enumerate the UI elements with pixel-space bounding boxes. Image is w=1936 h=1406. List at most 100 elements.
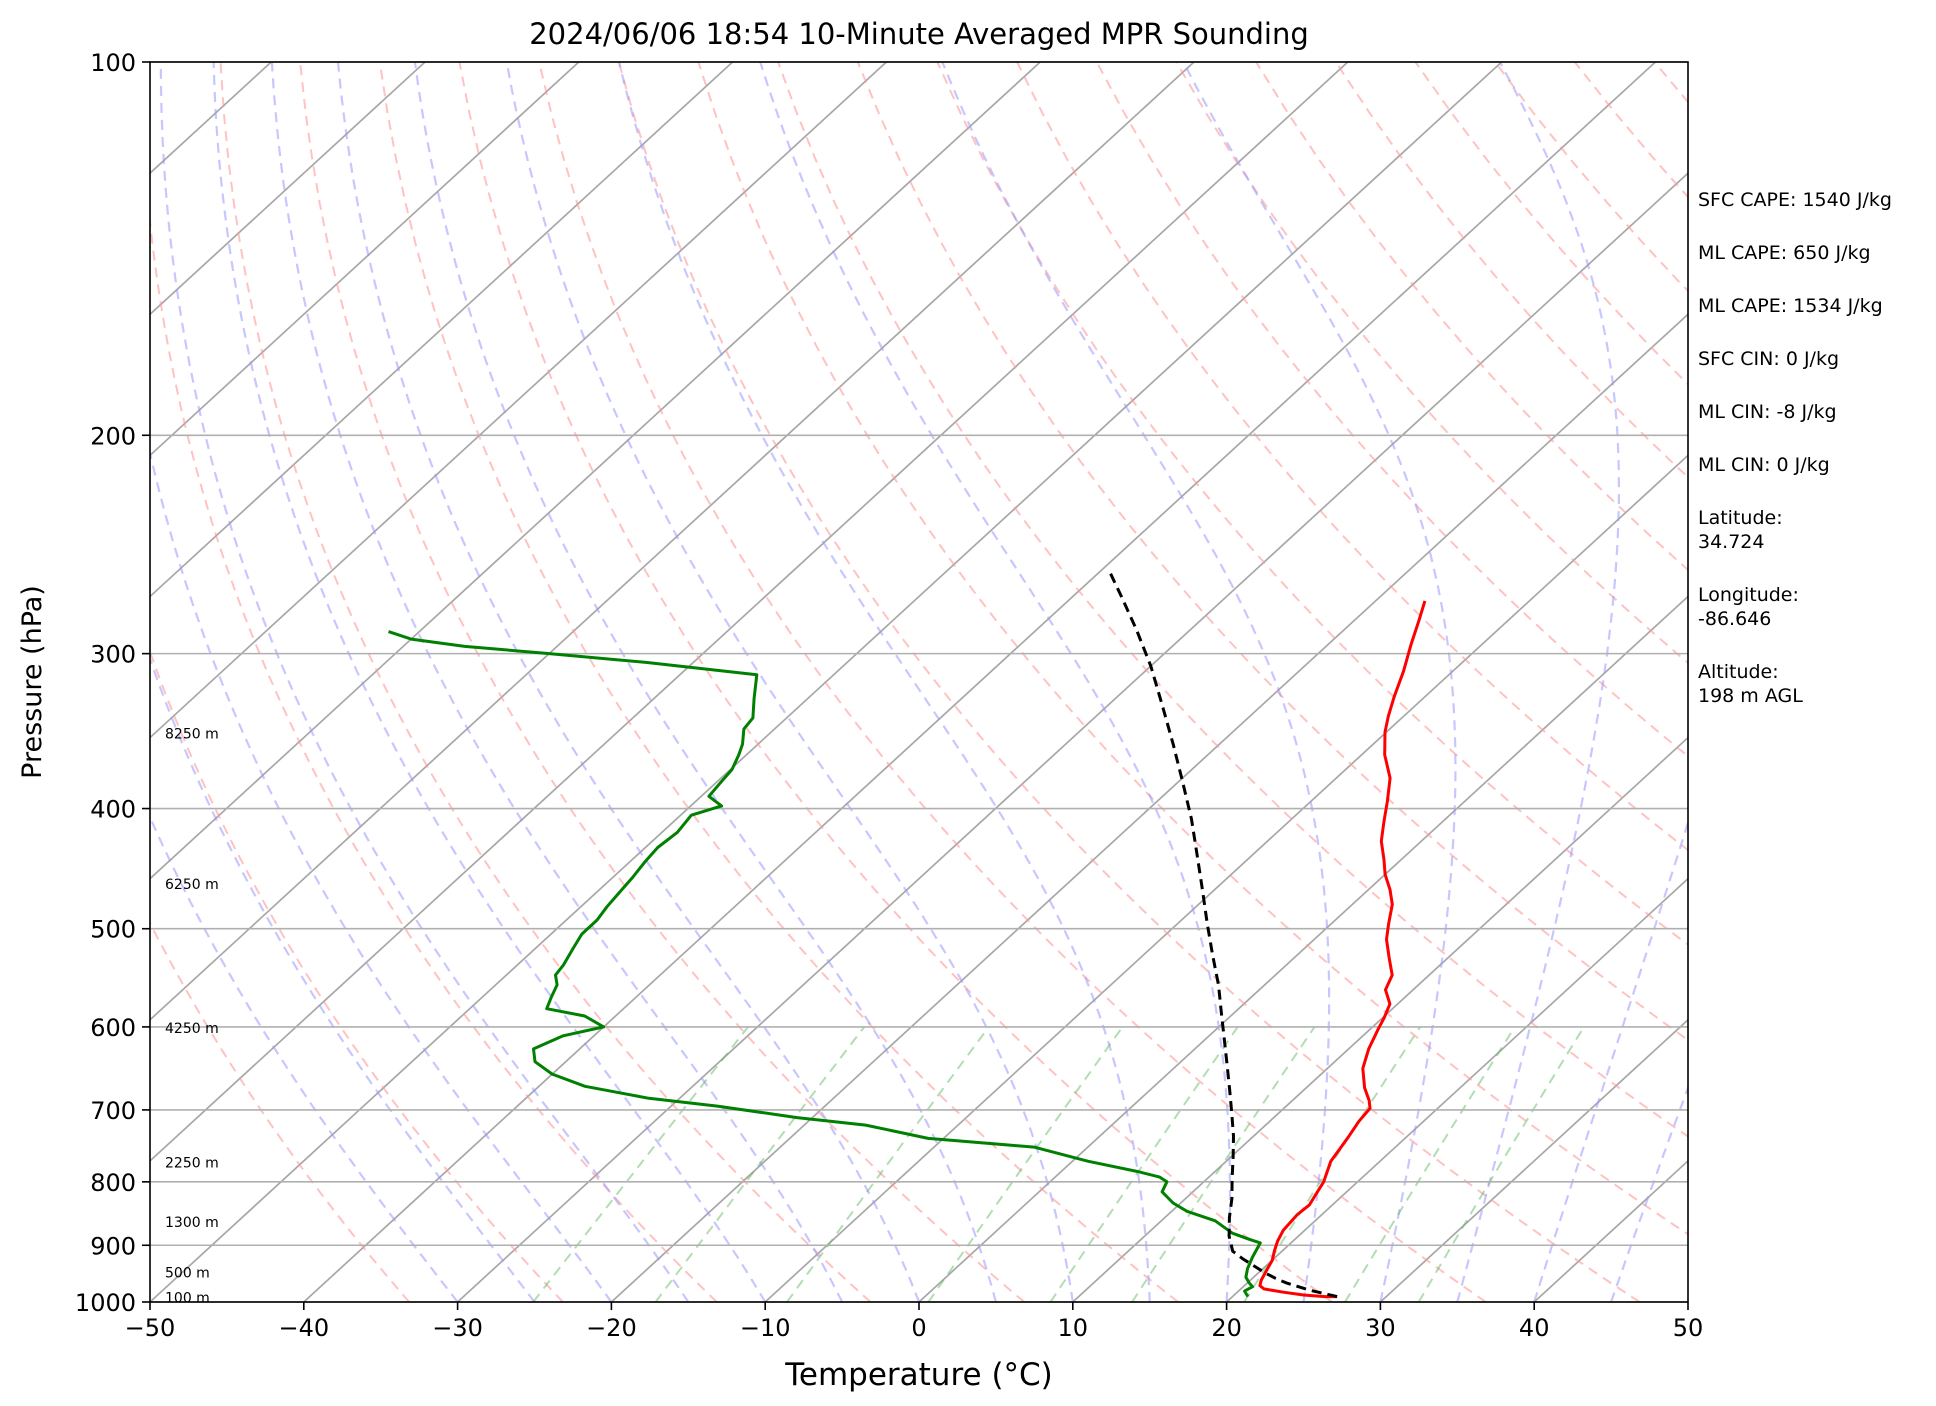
moist-adiabat — [336, 62, 921, 1302]
dry-adiabat — [299, 62, 1026, 1302]
x-tick-label: 10 — [1058, 1314, 1089, 1342]
x-tick-label: 0 — [911, 1314, 926, 1342]
dry-adiabat — [856, 62, 1688, 1042]
isotherm-line — [763, 454, 1688, 1302]
mixing-ratio-line — [1344, 1026, 1516, 1302]
isotherm-line — [150, 62, 734, 598]
temperature-profile — [1258, 600, 1427, 1299]
isotherm-line — [1071, 736, 1688, 1302]
y-tick-label: 500 — [90, 916, 136, 944]
dry-adiabat — [458, 62, 1333, 1302]
chart-title: 2024/06/06 18:54 10-Minute Averaged MPR … — [529, 17, 1309, 51]
dry-adiabat — [777, 62, 1688, 1138]
x-axis: −50 −40 −30 −20 −10 0 10 20 30 40 50 — [125, 1302, 1704, 1342]
dry-adiabat — [150, 920, 410, 1302]
isotherm-line — [150, 62, 1196, 1021]
latitude-label: Latitude: — [1698, 507, 1783, 529]
dry-adiabat — [1095, 62, 1688, 758]
dry-adiabat — [150, 648, 564, 1302]
dewpoint-profile — [388, 630, 1262, 1298]
parcel-path — [1107, 569, 1338, 1299]
mu-cape-value: ML CAPE: 1534 J/kg — [1698, 295, 1883, 317]
mixing-ratio-line — [654, 1026, 866, 1302]
isotherm-line — [150, 62, 1350, 1163]
x-tick-label: −20 — [586, 1314, 637, 1342]
longitude-info: Longitude: -86.646 — [1698, 583, 1928, 631]
y-tick-label: 700 — [90, 1097, 136, 1125]
sounding-profiles — [388, 569, 1427, 1299]
isotherm-line — [917, 595, 1688, 1302]
altitude-label: Altitude: — [1698, 661, 1779, 683]
y-tick-label: 100 — [90, 49, 136, 77]
altitude-info: Altitude: 198 m AGL — [1698, 660, 1928, 708]
moist-adiabat — [505, 62, 1074, 1302]
moist-adiabat — [617, 62, 1151, 1302]
moist-adiabat — [1456, 62, 1621, 1302]
dry-adiabat — [1016, 62, 1688, 852]
moist-adiabat — [150, 655, 536, 1302]
height-label: 4250 m — [165, 1021, 219, 1037]
moist-adiabat — [150, 814, 459, 1302]
height-label: 1300 m — [165, 1215, 219, 1231]
moist-adiabat — [212, 62, 767, 1302]
y-tick-label: 300 — [90, 641, 136, 669]
longitude-label: Longitude: — [1698, 584, 1799, 606]
moist-adiabat — [1182, 62, 1457, 1302]
moist-adiabat — [413, 62, 997, 1302]
mixing-ratio-line — [1049, 1026, 1239, 1302]
ml-cin-value: ML CIN: -8 J/kg — [1698, 401, 1837, 423]
y-tick-label: 200 — [90, 422, 136, 450]
x-axis-label: Temperature (°C) — [784, 1357, 1053, 1393]
moist-adiabat — [1610, 1084, 1688, 1302]
isotherm-line — [150, 62, 1042, 880]
y-axis: 1000 900 800 700 600 500 400 300 200 100 — [75, 49, 150, 1317]
isotherm-line — [1225, 877, 1688, 1302]
mu-cin-value: ML CIN: 0 J/kg — [1698, 454, 1830, 476]
moist-adiabat — [150, 448, 613, 1302]
height-label: 8250 m — [165, 727, 219, 743]
height-label: 6250 m — [165, 877, 219, 893]
altitude-value: 198 m AGL — [1698, 685, 1803, 707]
moist-adiabat — [159, 62, 690, 1302]
x-tick-label: 50 — [1673, 1314, 1704, 1342]
isotherm-line — [302, 62, 1657, 1302]
y-axis-label: Pressure (hPa) — [17, 585, 48, 779]
y-tick-label: 800 — [90, 1169, 136, 1197]
dry-adiabat — [219, 62, 872, 1302]
y-tick-label: 1000 — [75, 1289, 136, 1317]
x-tick-label: −40 — [278, 1314, 329, 1342]
sounding-info-panel: SFC CAPE: 1540 J/kg ML CAPE: 650 J/kg ML… — [1698, 188, 1928, 737]
latitude-info: Latitude: 34.724 — [1698, 506, 1928, 554]
dry-adiabat — [378, 62, 1179, 1302]
dry-adiabat — [150, 212, 718, 1302]
isotherm-line — [1379, 1018, 1688, 1302]
isotherm-line — [150, 62, 581, 457]
mixing-ratio-line — [786, 1026, 990, 1302]
x-tick-label: 40 — [1519, 1314, 1550, 1342]
moist-adiabat — [941, 62, 1331, 1302]
x-tick-label: −10 — [740, 1314, 791, 1342]
isotherm-line — [610, 313, 1688, 1302]
longitude-value: -86.646 — [1698, 608, 1772, 630]
sfc-cin-value: SFC CIN: 0 J/kg — [1698, 348, 1840, 370]
y-tick-label: 600 — [90, 1014, 136, 1042]
sfc-cape-value: SFC CAPE: 1540 J/kg — [1698, 189, 1892, 211]
x-tick-label: 20 — [1211, 1314, 1242, 1342]
x-tick-label: −30 — [432, 1314, 483, 1342]
height-label: 100 m — [165, 1291, 210, 1307]
reference-lines — [150, 62, 1688, 1302]
ml-cape-value: ML CAPE: 650 J/kg — [1698, 242, 1871, 264]
dry-adiabat — [617, 62, 1641, 1302]
plot-frame — [149, 61, 1689, 1303]
y-tick-label: 400 — [90, 796, 136, 824]
dry-adiabat — [538, 62, 1487, 1302]
isotherm-line — [150, 62, 888, 739]
dry-adiabat — [1255, 62, 1688, 572]
x-tick-label: −50 — [125, 1314, 176, 1342]
dry-adiabat — [697, 62, 1688, 1236]
moist-adiabat — [1533, 819, 1688, 1302]
height-label: 500 m — [165, 1266, 210, 1282]
latitude-value: 34.724 — [1698, 531, 1765, 553]
x-tick-label: 30 — [1365, 1314, 1396, 1342]
